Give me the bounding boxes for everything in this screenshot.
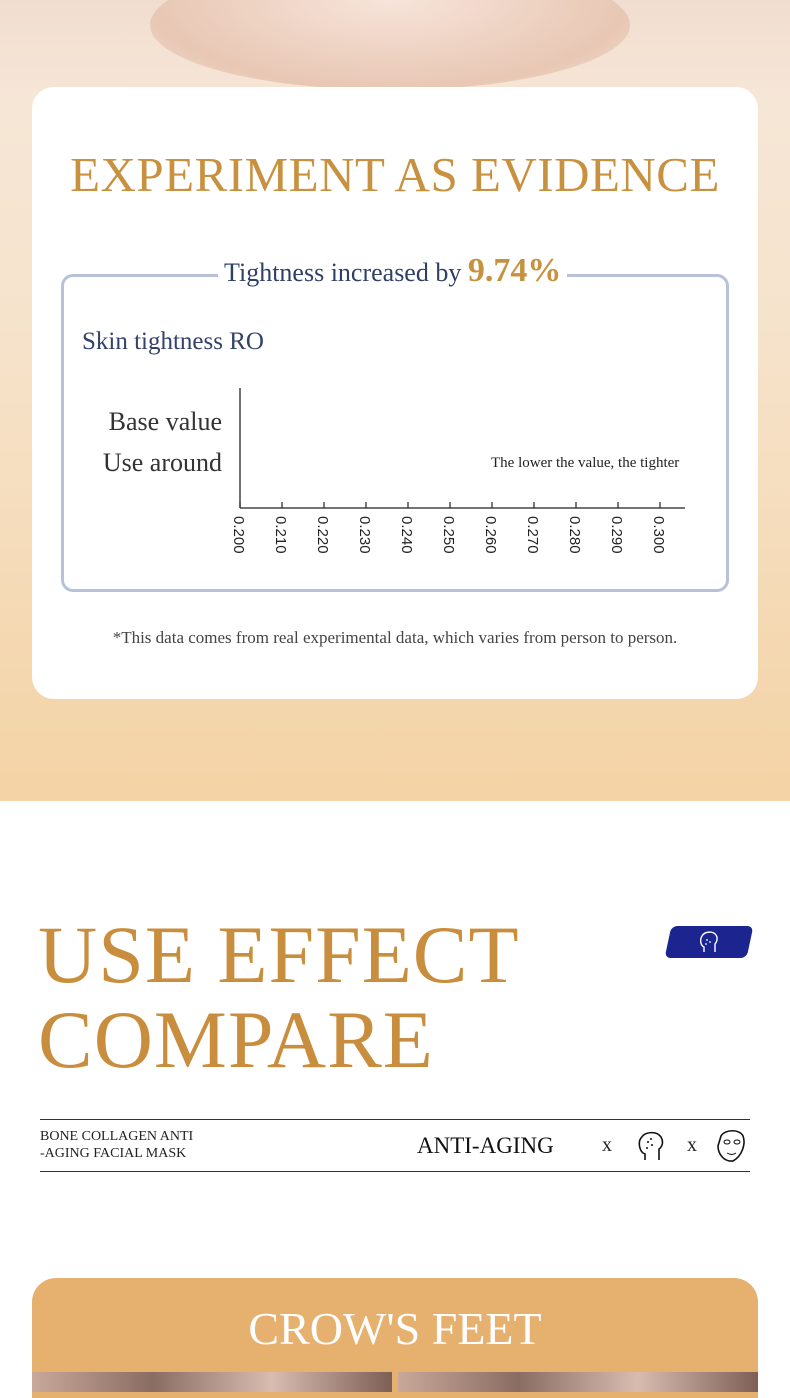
x-tick-label: 0.240 [398,516,415,554]
face-badge [664,926,754,958]
headline-value: 9.74% [467,252,562,289]
x-tick-label: 0.290 [608,516,625,554]
footnote: *This data comes from real experimental … [112,628,678,647]
chart-headline: Tightness increased by 9.74% [218,252,568,290]
evidence-card [32,87,758,699]
x-tick-label: 0.230 [356,516,373,554]
after-photo [398,1372,758,1392]
product-name: BONE COLLAGEN ANTI -AGING FACIAL MASK [40,1128,193,1162]
compare-title-line1: USE EFFECT [38,909,520,1000]
x-tick-label: 0.270 [524,516,541,554]
x-tick-label: 0.280 [566,516,583,554]
crows-feet-title: CROW'S FEET [248,1303,542,1354]
x-tick-label: 0.200 [230,516,247,554]
divider-bottom [40,1171,750,1172]
headline-prefix: Tightness increased by [224,258,462,287]
product-line1: BONE COLLAGEN ANTI [40,1129,194,1144]
x-tick-label: 0.260 [482,516,499,554]
bar-chart: 0.200 0.210 0.220 0.230 0.240 0.250 0.260 0.270… [103,388,685,554]
divider-top [40,1119,750,1120]
x-tick-label: 0.250 [440,516,457,554]
chart-annotation: The lower the value, the tighter [491,455,679,471]
evidence-title: EXPERIMENT AS EVIDENCE [70,147,720,202]
before-photo [32,1372,392,1392]
category-label: Use around [103,448,222,477]
separator-x: x [687,1134,697,1156]
chart-title: Skin tightness RO [82,328,264,355]
x-tick-label: 0.220 [314,516,331,554]
compare-title-line2: COMPARE [38,994,434,1085]
face-icon [699,931,718,952]
anti-aging-tag: ANTI-AGING [417,1133,554,1158]
x-tick-label: 0.300 [650,516,667,554]
x-tick-label: 0.210 [272,516,289,554]
category-label: Base value [109,407,222,436]
facial-mask-icon [717,1129,745,1162]
face-spots-icon [638,1131,664,1160]
separator-x: x [602,1134,612,1156]
product-line2: -AGING FACIAL MASK [40,1146,187,1161]
